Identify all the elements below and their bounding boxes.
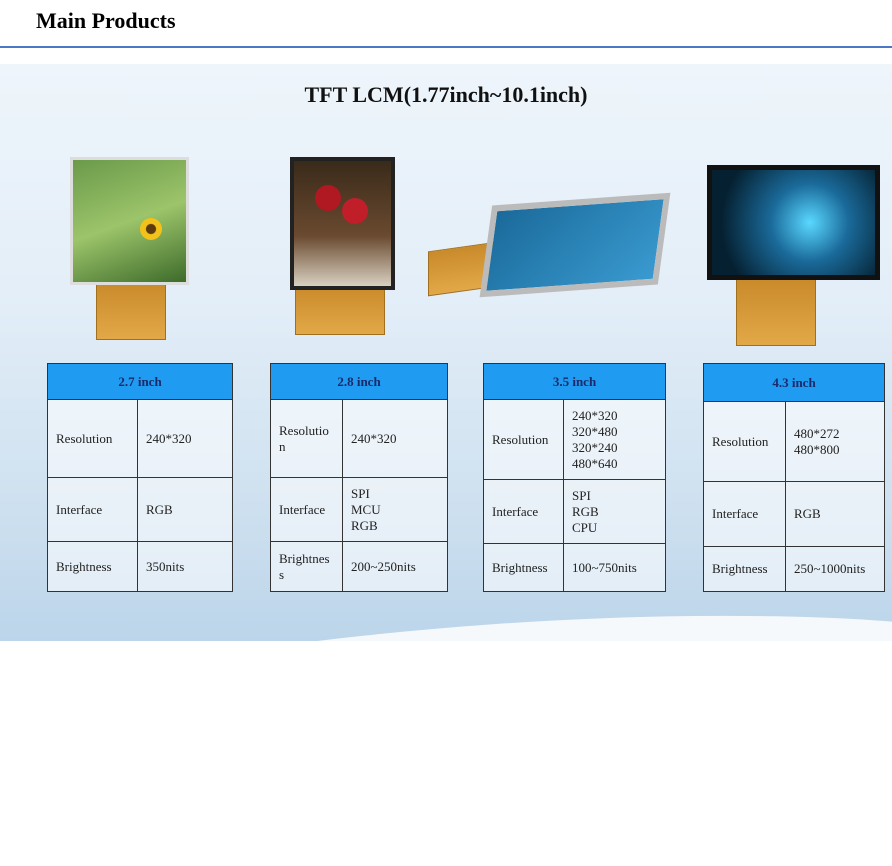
row-value: 250~1000nits: [794, 561, 866, 576]
row-label: Interface: [270, 477, 343, 542]
row-label: Interface: [483, 479, 564, 544]
table-header: 4.3 inch: [703, 363, 885, 402]
spec-table-2-7: 2.7 inch Resolution 240*320 Interface RGB …: [47, 363, 233, 592]
row-label: Resolution: [483, 399, 564, 480]
row-label: Brightness: [703, 546, 786, 592]
table-header: 2.8 inch: [270, 363, 448, 400]
row-label: Brightness: [47, 541, 138, 592]
background-swoosh: [0, 582, 892, 866]
row-value: 240*320: [351, 430, 397, 446]
row-value: RGB: [794, 506, 821, 521]
row-label: Interface: [703, 481, 786, 547]
row-label: Resolution: [47, 399, 138, 478]
row-value: SPI: [351, 485, 370, 501]
row-label: Interface: [47, 477, 138, 542]
row-value: 480*800: [794, 441, 840, 457]
row-label: Brightness: [483, 543, 564, 592]
row-value: 480*640: [572, 455, 618, 471]
banner-title: TFT LCM(1.77inch~10.1inch): [304, 82, 588, 107]
row-value: SPI: [572, 487, 591, 503]
table-header: 3.5 inch: [483, 363, 666, 400]
row-label: Brightnes s: [270, 541, 343, 592]
row-value: RGB: [572, 503, 599, 519]
spec-table-3-5: 3.5 inch Resolution 240*320 320*480 320*240…: [483, 363, 666, 592]
row-value: 320*240: [572, 439, 618, 455]
spec-table-4-3: 4.3 inch Resolution 480*272 480*800 Interf…: [703, 363, 885, 592]
row-label: Resolution: [703, 401, 786, 482]
header-divider: [0, 46, 892, 48]
row-value: CPU: [572, 519, 598, 535]
row-value: 100~750nits: [572, 559, 637, 575]
row-value: 320*480: [572, 423, 618, 439]
row-value: 480*272: [794, 425, 840, 441]
spec-table-2-8: 2.8 inch Resolutio n 240*320 Interface SPI…: [270, 363, 448, 592]
table-header: 2.7 inch: [47, 363, 233, 400]
row-value: RGB: [351, 517, 378, 533]
row-label: Resolutio n: [270, 399, 343, 478]
row-value: 240*320: [572, 407, 618, 423]
row-value: MCU: [351, 501, 381, 517]
row-value: 200~250nits: [351, 558, 416, 574]
page-title: Main Products: [36, 8, 176, 33]
row-value: RGB: [146, 501, 173, 517]
row-value: 240*320: [146, 430, 192, 446]
row-value: 350nits: [146, 558, 185, 574]
